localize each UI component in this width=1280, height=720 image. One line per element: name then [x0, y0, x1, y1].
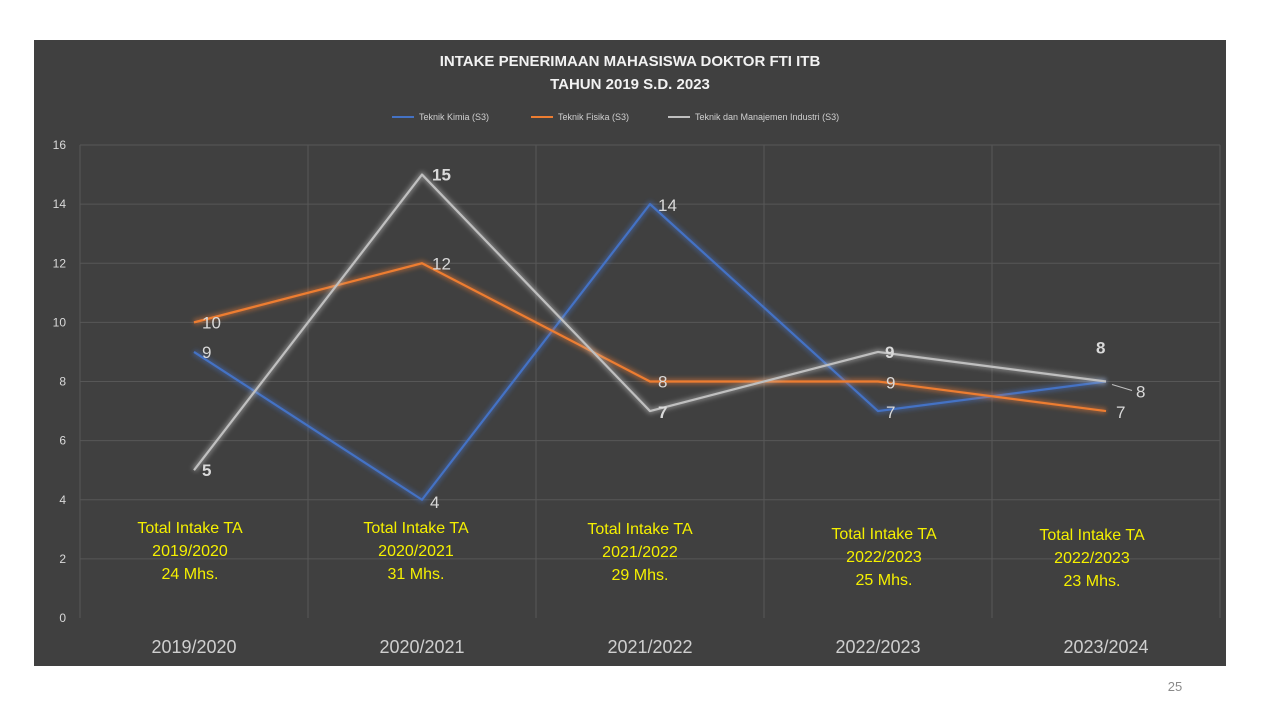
data-label-leader: [1111, 384, 1133, 391]
annotation-total-intake-2020: Total Intake TA 2020/2021 31 Mhs.: [336, 517, 496, 586]
annotation-total-intake-2023: Total Intake TA 2022/2023 23 Mhs.: [1012, 524, 1172, 593]
annotation-line: Total Intake TA: [363, 520, 469, 537]
series-line-teknik-dan-manajemen-industri: [193, 173, 1107, 471]
annotation-line: 23 Mhs.: [1063, 573, 1121, 590]
legend-item-teknik-manajemen-industri: Teknik dan Manajemen Industri (S3): [668, 110, 839, 124]
legend-label-teknik-manajemen-industri: Teknik dan Manajemen Industri (S3): [695, 112, 840, 122]
y-tick-label: 16: [53, 138, 67, 152]
y-tick-label: 0: [59, 611, 66, 625]
annotation-line: 2021/2022: [602, 544, 678, 561]
annotation-line: Total Intake TA: [137, 520, 243, 537]
data-label: 7: [658, 403, 667, 422]
series-line-teknik-kimia: [193, 203, 1107, 501]
legend-swatch-teknik-manajemen-industri: [668, 116, 690, 118]
data-label: 9: [886, 374, 895, 393]
annotation-line: Total Intake TA: [831, 526, 937, 543]
series-glow-teknik-kimia: [192, 201, 1107, 503]
data-label: 9: [885, 343, 894, 362]
x-tick-label: 2022/2023: [835, 637, 920, 657]
x-tick-label: 2019/2020: [151, 637, 236, 657]
y-tick-label: 10: [53, 315, 67, 329]
legend-item-teknik-kimia: Teknik Kimia (S3): [392, 110, 489, 124]
data-label: 12: [432, 254, 451, 273]
data-label: 5: [202, 461, 211, 480]
data-label: 4: [430, 493, 439, 512]
annotation-line: 2022/2023: [1054, 550, 1130, 567]
annotation-line: 2019/2020: [152, 543, 228, 560]
data-label: 10: [202, 313, 221, 332]
legend-label-teknik-kimia: Teknik Kimia (S3): [419, 112, 490, 122]
chart-area: 0 2 4 6 8 10 12 14 16 2019/2020 2020/2021 2021/2022…: [34, 40, 1226, 666]
data-label: 9: [202, 343, 211, 362]
y-tick-label: 14: [53, 197, 67, 211]
legend-swatch-teknik-fisika: [531, 116, 553, 118]
annotation-total-intake-2022: Total Intake TA 2022/2023 25 Mhs.: [804, 523, 964, 592]
y-tick-label: 2: [59, 552, 66, 566]
page-number: 25: [1167, 679, 1183, 694]
x-tick-label: 2020/2021: [379, 637, 464, 657]
annotation-total-intake-2019: Total Intake TA 2019/2020 24 Mhs.: [110, 517, 270, 586]
y-tick-label: 6: [59, 434, 66, 448]
chart-subtitle: TAHUN 2019 S.D. 2023: [550, 76, 710, 93]
y-tick-label: 8: [59, 375, 66, 389]
annotation-line: 2022/2023: [846, 549, 922, 566]
data-label: 8: [1096, 339, 1105, 358]
annotation-line: 31 Mhs.: [387, 566, 445, 583]
annotation-line: 2020/2021: [378, 543, 454, 560]
legend-item-teknik-fisika: Teknik Fisika (S3): [531, 110, 629, 124]
data-label: 8: [1136, 383, 1145, 402]
y-tick-label: 12: [53, 256, 67, 270]
annotation-line: 25 Mhs.: [855, 572, 913, 589]
series-line-teknik-fisika: [193, 262, 1107, 413]
annotation-line: 29 Mhs.: [611, 567, 669, 584]
y-tick-label: 4: [59, 493, 66, 507]
legend-label-teknik-fisika: Teknik Fisika (S3): [558, 112, 630, 122]
annotation-line: Total Intake TA: [587, 521, 693, 538]
annotation-line: Total Intake TA: [1039, 527, 1145, 544]
data-label: 15: [432, 166, 451, 185]
chart-title: INTAKE PENERIMAAN MAHASISWA DOKTOR FTI I…: [439, 53, 821, 70]
data-label: 14: [658, 196, 677, 215]
legend-swatch-teknik-kimia: [392, 116, 414, 118]
series-glow-teknik-fisika: [193, 260, 1107, 415]
x-tick-label: 2023/2024: [1063, 637, 1148, 657]
annotation-total-intake-2021: Total Intake TA 2021/2022 29 Mhs.: [560, 518, 720, 587]
x-tick-label: 2021/2022: [607, 637, 692, 657]
annotation-line: 24 Mhs.: [161, 566, 219, 583]
data-label: 7: [1116, 403, 1125, 422]
line-chart: 0 2 4 6 8 10 12 14 16 2019/2020 2020/2021 2021/2022…: [53, 138, 1221, 657]
data-label: 8: [658, 373, 667, 392]
data-label: 7: [886, 403, 895, 422]
